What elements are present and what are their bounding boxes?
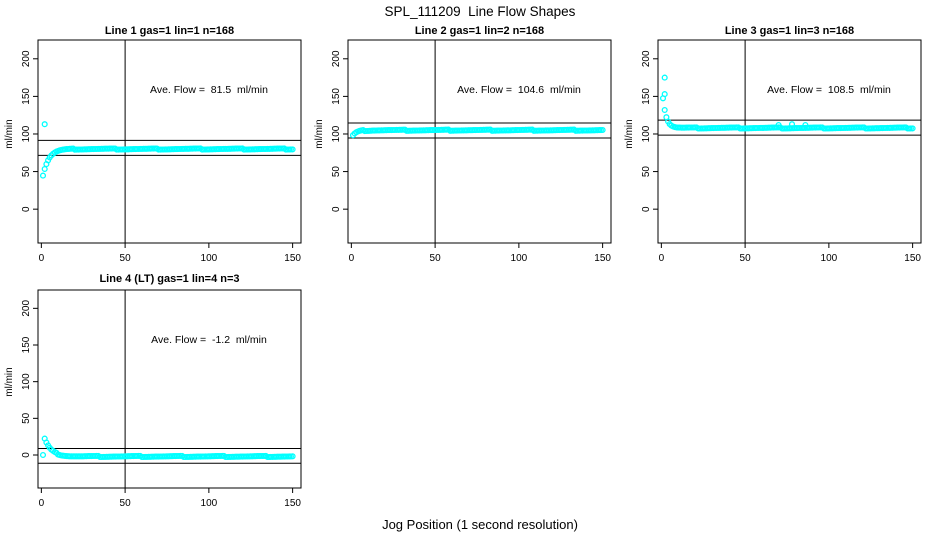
subplot1-ave-flow-annotation: Ave. Flow = 81.5 ml/min	[150, 84, 268, 96]
y-tick-label: 150	[331, 88, 342, 105]
data-point	[775, 121, 782, 129]
y-tick-label: 0	[331, 206, 342, 212]
x-tick-label: 0	[349, 253, 355, 264]
data-point	[289, 146, 296, 153]
data-point	[661, 91, 668, 98]
x-tick-label: 0	[659, 253, 665, 264]
x-tick-label: 150	[594, 253, 611, 264]
y-tick-label: 200	[21, 50, 32, 67]
subplot-4: 0 50 100 150 0 50 100 150 200	[21, 289, 302, 509]
subplot2-title: Line 2 gas=1 lin=2 n=168	[414, 25, 545, 37]
y-tick-label: 100	[21, 125, 32, 142]
data-point	[802, 121, 809, 129]
x-tick-label: 50	[740, 253, 752, 264]
y-tick-label: 0	[21, 206, 32, 212]
subplot4-title: Line 4 (LT) gas=1 lin=4 n=3	[99, 273, 240, 285]
y-tick-label: 150	[21, 336, 32, 353]
x-tick-label: 100	[201, 498, 218, 509]
x-tick-label: 100	[511, 253, 528, 264]
x-axis-label: Jog Position (1 second resolution)	[382, 517, 578, 532]
subplot-1: 0 50 100 150 0 50 100 150 200	[21, 39, 302, 264]
data-point	[661, 106, 668, 114]
x-tick-label: 150	[284, 253, 301, 264]
data-point	[788, 121, 796, 128]
y-tick-label: 50	[331, 166, 342, 178]
x-tick-label: 100	[201, 253, 218, 264]
data-point	[909, 125, 916, 132]
plot-box	[37, 39, 302, 244]
y-tick-label: 100	[331, 125, 342, 142]
data-point	[661, 74, 668, 81]
subplot2-ave-flow-annotation: Ave. Flow = 104.6 ml/min	[457, 84, 581, 96]
y-tick-label: 200	[641, 50, 652, 67]
y-tick-label: 100	[641, 125, 652, 142]
x-tick-label: 50	[120, 253, 132, 264]
subplot4-ave-flow-annotation: Ave. Flow = -1.2 ml/min	[151, 334, 267, 346]
y-tick-label: 200	[21, 300, 32, 317]
subplot-3: 0 50 100 150 0 50 100 150 200	[641, 39, 922, 264]
data-point	[39, 451, 47, 459]
x-tick-label: 50	[430, 253, 442, 264]
figure-title: SPL_111209 Line Flow Shapes	[384, 4, 576, 19]
y-tick-label: 200	[331, 50, 342, 67]
x-tick-label: 150	[284, 498, 301, 509]
data-point	[599, 126, 606, 134]
y-tick-label: 150	[21, 88, 32, 105]
data-point	[289, 453, 296, 460]
x-tick-label: 100	[821, 253, 838, 264]
data-point	[39, 172, 47, 179]
data-point	[41, 165, 48, 173]
subplot3-ave-flow-annotation: Ave. Flow = 108.5 ml/min	[767, 84, 891, 96]
y-tick-label: 0	[641, 206, 652, 212]
plot-box	[37, 289, 302, 489]
y-tick-label: 50	[641, 166, 652, 178]
x-tick-label: 150	[904, 253, 921, 264]
data-point	[41, 121, 48, 128]
y-tick-label: 50	[21, 412, 32, 424]
plot-box	[657, 39, 922, 244]
y-tick-label: 0	[21, 452, 32, 458]
subplot1-title: Line 1 gas=1 lin=1 n=168	[104, 25, 235, 37]
y-tick-label: 150	[641, 88, 652, 105]
y-tick-label: 100	[21, 373, 32, 390]
x-tick-label: 50	[120, 498, 132, 509]
x-tick-label: 0	[39, 498, 45, 509]
subplot-2: 0 50 100 150 0 50 100 150 200	[331, 39, 612, 264]
x-tick-label: 0	[39, 253, 45, 264]
y-tick-label: 50	[21, 166, 32, 178]
plot-box	[347, 39, 612, 244]
subplot3-title: Line 3 gas=1 lin=3 n=168	[724, 25, 855, 37]
